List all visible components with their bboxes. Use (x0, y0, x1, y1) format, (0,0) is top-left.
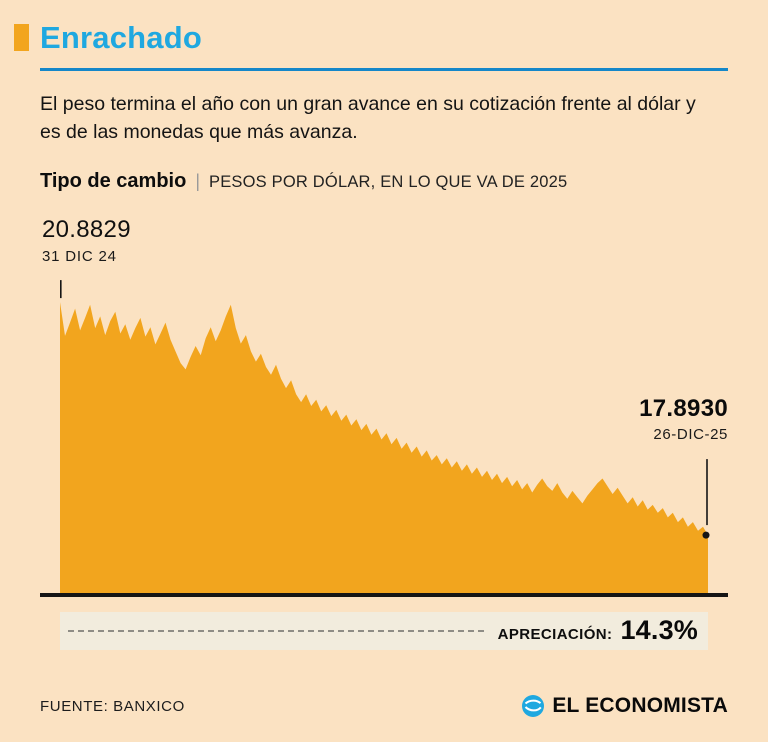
appreciation-label-group: APRECIACIÓN: 14.3% (498, 615, 698, 646)
area-series (60, 301, 708, 593)
el-economista-logo: EL ECONOMISTA (521, 694, 728, 718)
chart-title-separator: | (195, 171, 201, 192)
start-date-label: 31 DIC 24 (42, 247, 117, 265)
chart-title: Tipo de cambio (40, 170, 187, 193)
page-title: Enrachado (40, 20, 203, 55)
intro-text: El peso termina el año con un gran avanc… (40, 93, 696, 143)
appreciation-band: APRECIACIÓN: 14.3% (60, 611, 708, 650)
end-point-dot (702, 531, 710, 539)
chart-header: Tipo de cambio | PESOS POR DÓLAR, EN LO … (40, 170, 728, 193)
header: Enrachado (14, 22, 728, 53)
area-chart-svg (60, 279, 710, 593)
appreciation-dashed-line (68, 629, 484, 632)
appreciation-value: 14.3% (620, 615, 698, 646)
x-axis-line (40, 592, 728, 597)
end-date-label: 26-DIC-25 (653, 425, 728, 443)
end-annotation: 17.8930 26-DIC-25 (639, 395, 728, 443)
el-economista-logo-icon (522, 695, 545, 717)
start-value-label: 20.8829 (42, 216, 131, 244)
end-value-label: 17.8930 (639, 394, 728, 422)
chart-subtitle: PESOS POR DÓLAR, EN LO QUE VA DE 2025 (209, 173, 568, 192)
footer: FUENTE: BANXICO EL ECONOMISTA (40, 694, 728, 718)
title-rule (40, 68, 728, 71)
exchange-rate-area-chart: 17.8930 26-DIC-25 (60, 279, 728, 593)
brand-name: EL ECONOMISTA (552, 694, 728, 717)
start-annotation: 20.8829 31 DIC 24 (42, 216, 728, 265)
source-label: FUENTE: BANXICO (40, 697, 185, 715)
accent-bar (14, 24, 29, 51)
appreciation-label: APRECIACIÓN: (497, 626, 613, 644)
